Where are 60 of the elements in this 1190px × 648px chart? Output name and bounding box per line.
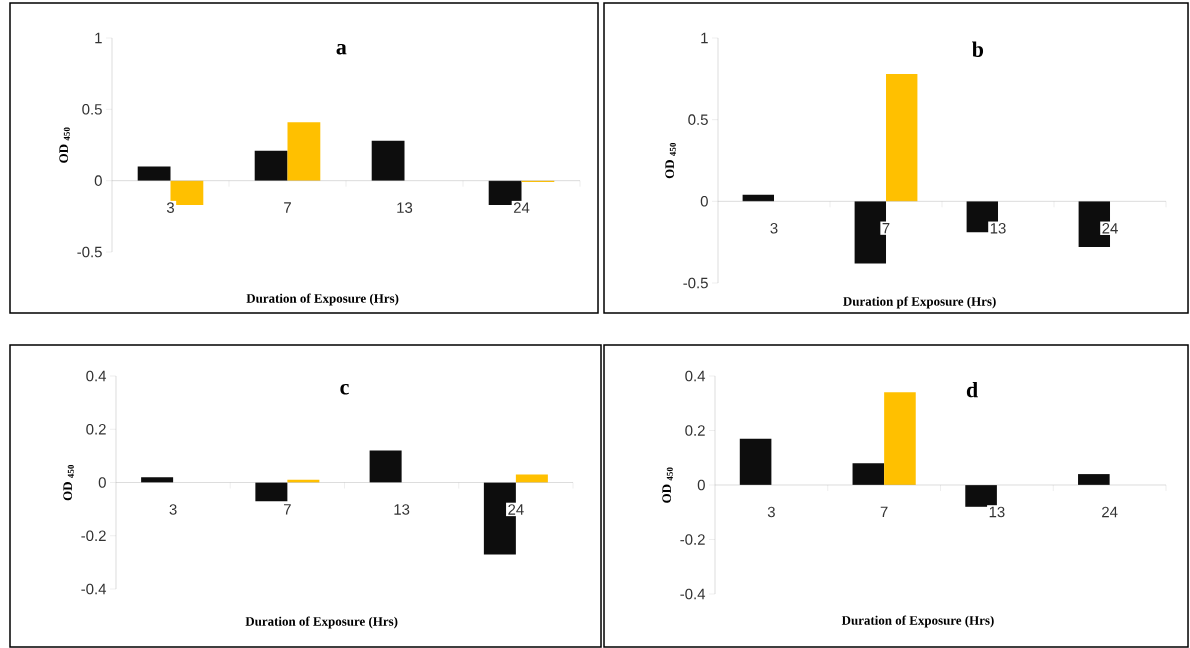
y-tick-label: 0.2: [86, 423, 106, 435]
bar: [137, 166, 171, 181]
y-tick-label: 0.5: [688, 114, 708, 125]
x-tick-label: 13: [394, 504, 410, 515]
y-tick-label: 0: [98, 477, 106, 488]
x-tick-label: 7: [882, 223, 890, 234]
x-tick-label: 3: [166, 202, 174, 213]
y-tick-label: 0: [700, 196, 708, 207]
y-axis-title: OD $_{450}$: [665, 142, 676, 179]
x-tick-label: 7: [284, 202, 291, 213]
x-tick-label: 3: [767, 506, 775, 518]
bar: [287, 122, 321, 181]
bar: [1078, 474, 1110, 485]
x-tick-label: 13: [990, 223, 1006, 234]
chart-title: b: [972, 41, 984, 57]
x-tick-label: 13: [989, 506, 1005, 518]
y-axis-title: OD $_{450}$: [662, 467, 673, 503]
bar: [739, 438, 772, 485]
y-tick-label: 0: [697, 479, 705, 491]
bar: [254, 150, 288, 181]
chart-title: c: [340, 383, 349, 395]
x-axis-title: Duration pf Exposure (Hrs): [843, 296, 996, 309]
bar: [742, 194, 775, 202]
y-tick-label: 0: [94, 175, 102, 186]
chart-title: a: [336, 43, 347, 55]
y-tick-label: 0.4: [86, 370, 107, 382]
y-tick-label: 0.2: [685, 425, 705, 436]
x-tick-label: 7: [283, 504, 291, 515]
y-axis-title: OD $_{450}$: [63, 464, 74, 501]
x-tick-label: 13: [397, 202, 413, 213]
bar: [369, 450, 402, 483]
bar: [255, 482, 288, 502]
x-tick-label: 24: [1102, 223, 1118, 234]
y-tick-label: -0.2: [81, 530, 106, 542]
y-tick-label: -0.5: [683, 277, 708, 289]
x-tick-label: 7: [880, 506, 888, 517]
y-axis-title: OD $_{450}$: [59, 127, 70, 163]
bar: [886, 73, 918, 202]
y-tick-label: -0.5: [77, 246, 102, 258]
x-tick-label: 3: [770, 223, 778, 234]
y-tick-label: -0.4: [81, 583, 107, 595]
bar: [884, 392, 916, 485]
y-tick-label: -0.4: [680, 588, 706, 600]
y-tick-label: 1: [701, 32, 708, 44]
y-tick-label: 1: [95, 32, 102, 44]
x-axis-title: Duration of Exposure (Hrs): [245, 616, 398, 629]
x-tick-label: 24: [508, 504, 524, 515]
chart-title: d: [966, 381, 978, 398]
x-tick-label: 3: [169, 504, 177, 515]
bar: [371, 140, 405, 181]
x-axis-title: Duration of Exposure (Hrs): [841, 615, 994, 628]
x-tick-label: 24: [513, 202, 530, 213]
bar: [965, 485, 997, 507]
bar: [141, 477, 174, 483]
x-tick-label: 24: [1102, 506, 1118, 518]
y-tick-label: 0.5: [82, 104, 102, 115]
x-axis-title: Duration of Exposure (Hrs): [246, 293, 399, 306]
bar: [852, 463, 885, 485]
y-tick-label: -0.2: [680, 534, 705, 545]
y-tick-label: 0.4: [685, 370, 706, 382]
